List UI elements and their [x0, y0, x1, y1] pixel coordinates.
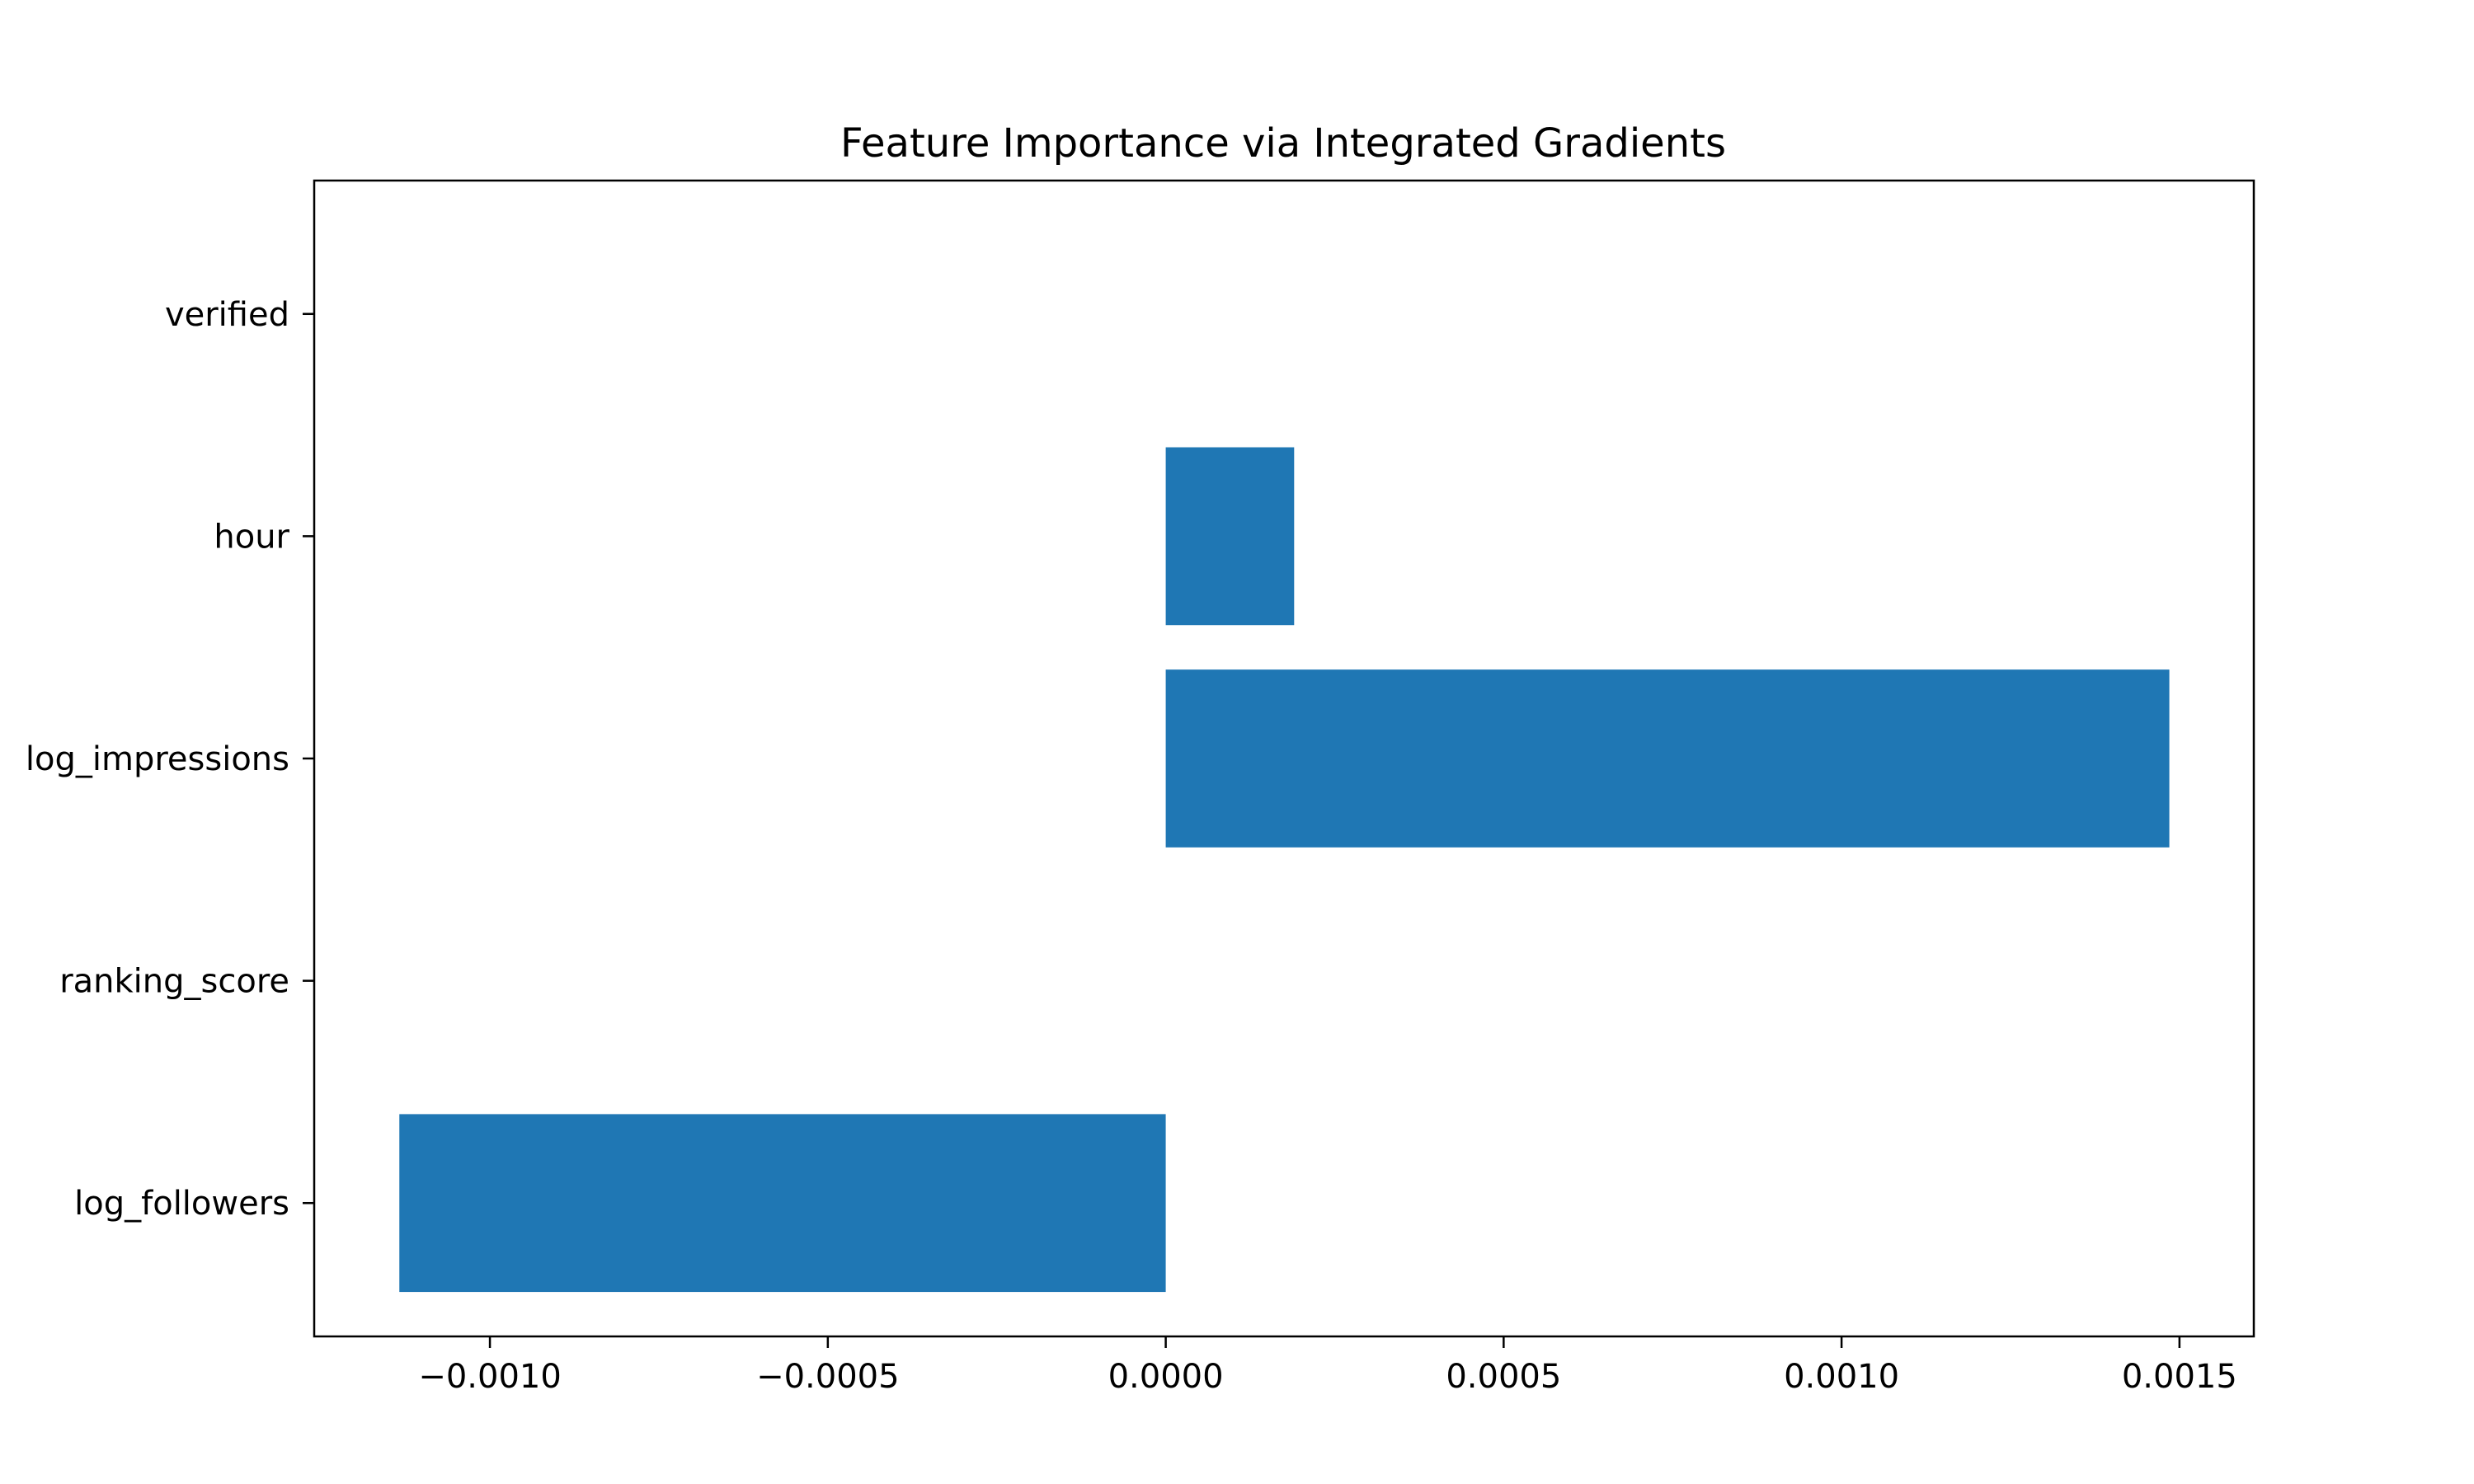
x-axis: −0.0010 −0.0005 0.0000 0.0005 0.0010 0.0015 — [418, 1336, 2237, 1396]
chart-title: Feature Importance via Integrated Gradie… — [840, 120, 1726, 167]
x-tick-label: −0.0005 — [756, 1358, 899, 1396]
bars — [399, 447, 2170, 1293]
y-tick-label-log-followers: log_followers — [74, 1185, 289, 1223]
x-tick-label: −0.0010 — [418, 1358, 561, 1396]
y-tick-label-verified: verified — [165, 296, 289, 334]
y-axis: log_followers ranking_score log_impression… — [26, 296, 314, 1223]
x-tick-label: 0.0010 — [1784, 1358, 1899, 1396]
bar-hour — [1165, 447, 1295, 626]
bar-log-impressions — [1165, 669, 2170, 848]
x-tick-label: 0.0000 — [1108, 1358, 1224, 1396]
x-tick-label: 0.0015 — [2122, 1358, 2237, 1396]
y-tick-label-ranking-score: ranking_score — [59, 963, 289, 1001]
plot-frame — [313, 179, 2255, 1338]
bar-log-followers — [399, 1114, 1166, 1293]
y-tick-label-log-impressions: log_impressions — [26, 740, 289, 778]
y-tick-label-hour: hour — [214, 518, 289, 556]
x-tick-label: 0.0005 — [1446, 1358, 1561, 1396]
